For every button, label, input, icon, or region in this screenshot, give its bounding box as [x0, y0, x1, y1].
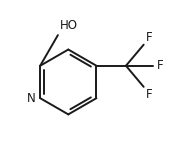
- Text: F: F: [146, 88, 152, 101]
- Text: F: F: [146, 31, 152, 44]
- Text: HO: HO: [60, 19, 78, 32]
- Text: N: N: [26, 92, 35, 105]
- Text: F: F: [156, 59, 163, 72]
